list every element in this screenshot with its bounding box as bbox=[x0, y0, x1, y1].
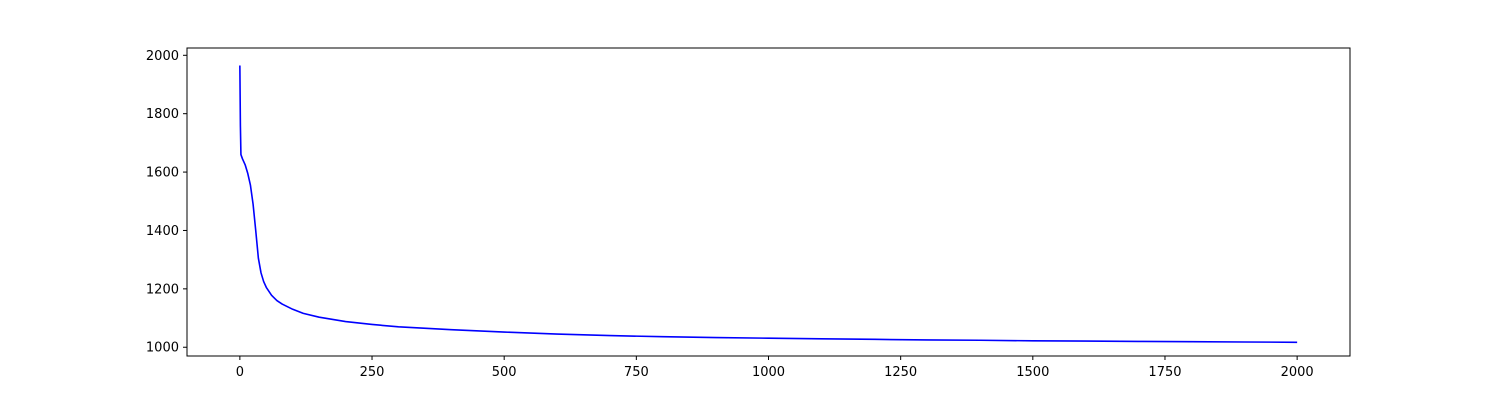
y-tick-label: 1400 bbox=[146, 224, 179, 239]
plot-area bbox=[186, 47, 1351, 357]
x-axis: 0 250 500 750 1000 1250 1500 1750 2000 bbox=[236, 356, 1314, 380]
x-tick-label: 1500 bbox=[1016, 365, 1049, 380]
x-tick-label: 2000 bbox=[1281, 365, 1314, 380]
y-axis: 1000 1200 1400 1600 1800 2000 bbox=[146, 49, 187, 356]
series-line-0 bbox=[239, 65, 1298, 344]
y-tick-label: 2000 bbox=[146, 49, 179, 64]
plot-frame bbox=[186, 47, 1351, 357]
x-tick-label: 0 bbox=[236, 365, 244, 380]
y-tick-label: 1600 bbox=[146, 166, 179, 181]
series-layer bbox=[239, 65, 1298, 344]
y-tick-label: 1200 bbox=[146, 282, 179, 297]
x-tick-label: 1250 bbox=[884, 365, 917, 380]
x-tick-label: 1750 bbox=[1148, 365, 1181, 380]
y-tick-label: 1800 bbox=[146, 107, 179, 122]
x-tick-label: 500 bbox=[492, 365, 517, 380]
x-tick-label: 1000 bbox=[752, 365, 785, 380]
y-tick-label: 1000 bbox=[146, 341, 179, 356]
x-tick-label: 250 bbox=[360, 365, 385, 380]
x-tick-label: 750 bbox=[624, 365, 649, 380]
